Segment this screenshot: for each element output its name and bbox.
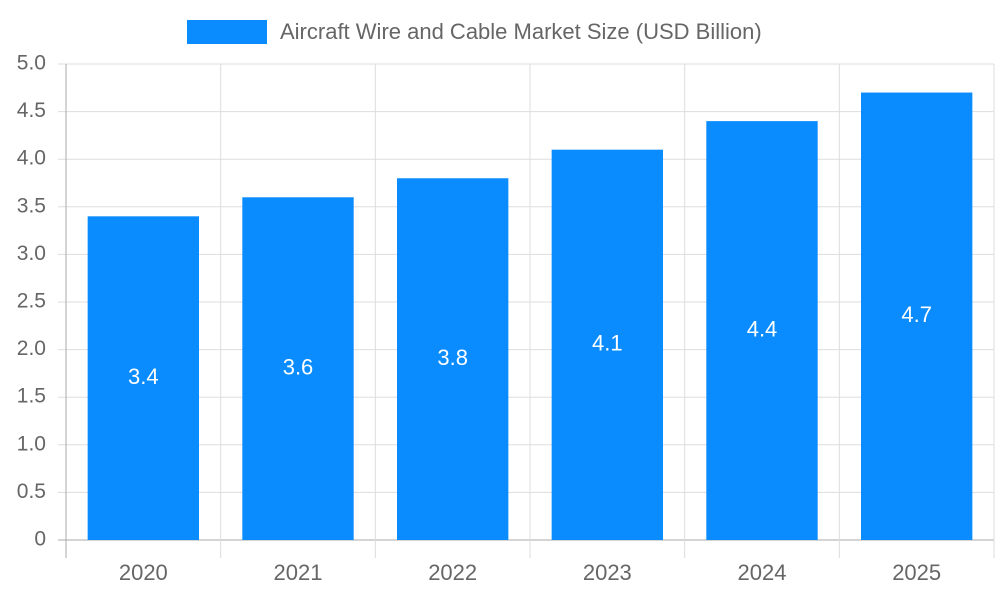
y-tick-label: 4.5 (17, 99, 46, 122)
data-label: 4.4 (747, 316, 778, 341)
y-tick-label: 1.5 (17, 385, 46, 408)
y-tick-label: 3.0 (17, 242, 46, 265)
bar (396, 178, 509, 541)
x-tick-label: 2024 (738, 560, 787, 585)
bar (87, 216, 200, 540)
y-tick-label: 4.0 (17, 147, 46, 170)
y-tick-label: 1.0 (17, 432, 46, 455)
legend-swatch (187, 20, 267, 44)
data-label: 3.4 (128, 364, 159, 389)
bar (706, 121, 818, 541)
bar (551, 149, 664, 540)
data-label: 4.1 (592, 331, 623, 356)
x-tick-label: 2020 (119, 560, 168, 585)
y-tick-label: 3.5 (17, 194, 46, 217)
x-tick-label: 2023 (583, 560, 632, 585)
x-tick-label: 2021 (274, 560, 323, 585)
y-tick-label: 0 (34, 528, 46, 551)
y-tick-label: 2.0 (17, 337, 46, 360)
y-tick-label: 0.5 (17, 480, 46, 503)
legend-label: Aircraft Wire and Cable Market Size (USD… (280, 19, 762, 44)
x-tick-label: 2022 (428, 560, 477, 585)
y-tick-label: 5.0 (17, 52, 46, 75)
data-label: 3.6 (283, 354, 314, 379)
y-tick-label: 2.5 (17, 290, 46, 313)
data-label: 4.7 (901, 302, 932, 327)
bar (860, 92, 973, 540)
data-label: 3.8 (437, 345, 468, 370)
x-tick-label: 2025 (892, 560, 941, 585)
bar (242, 197, 354, 540)
